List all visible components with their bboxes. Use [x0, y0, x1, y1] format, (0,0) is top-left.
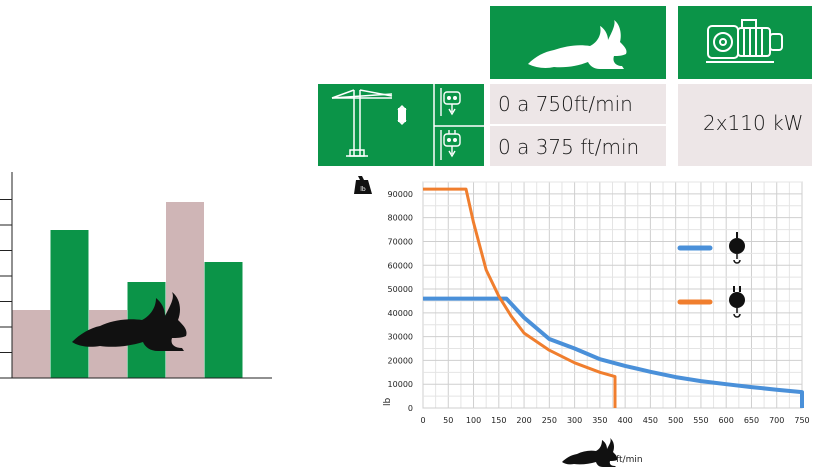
mini-bar — [204, 262, 243, 378]
hook-single-icon — [440, 88, 461, 116]
x-tick-label: 300 — [567, 416, 582, 425]
power-value: 2x110 kW — [703, 111, 804, 135]
hook-double-legend-icon — [729, 286, 745, 318]
hook-single-legend-icon — [729, 232, 745, 264]
y-tick-label: 40000 — [388, 309, 413, 318]
mini-bar — [50, 230, 89, 378]
legend-item-single-hook — [677, 232, 745, 264]
mini-bar-chart — [0, 172, 272, 379]
x-unit-label: ft/min — [616, 455, 643, 465]
x-unit-rabbit-icon — [562, 438, 618, 467]
x-tick-label: 700 — [769, 416, 784, 425]
motor-icon — [706, 19, 783, 63]
speed-high-value: 0 a 750ft/min — [498, 92, 633, 116]
y-unit-label: lb — [383, 397, 393, 406]
motor-header-box — [678, 6, 812, 79]
weight-icon: lb — [354, 176, 372, 194]
rabbit-icon — [528, 20, 627, 69]
mini-bar — [166, 202, 204, 378]
rabbit-silhouette-icon — [72, 292, 187, 351]
y-tick-label: 30000 — [388, 333, 413, 342]
speed-low-box: 0 a 375 ft/min — [490, 126, 666, 166]
x-tick-label: 50 — [443, 416, 453, 425]
series-line-single-hook — [423, 296, 804, 408]
series-line-double-hook — [423, 187, 617, 408]
y-tick-label: 20000 — [388, 356, 413, 365]
y-tick-label: 70000 — [388, 237, 413, 246]
x-tick-label: 750 — [794, 416, 809, 425]
rabbit-header-box — [490, 6, 666, 79]
speed-low-value: 0 a 375 ft/min — [498, 135, 640, 159]
legend-item-double-hook — [677, 286, 745, 318]
x-tick-label: 150 — [491, 416, 506, 425]
hook-double-icon — [440, 130, 461, 160]
x-tick-label: 100 — [466, 416, 481, 425]
x-tick-label: 450 — [643, 416, 658, 425]
x-unit-group: ft/min — [562, 438, 643, 467]
y-tick-label: 10000 — [388, 380, 413, 389]
svg-text:lb: lb — [360, 186, 366, 193]
power-box: 2x110 kW — [678, 84, 812, 166]
speed-high-box: 0 a 750ft/min — [490, 84, 666, 124]
y-tick-label: 0 — [408, 404, 413, 413]
y-tick-label: 90000 — [388, 190, 413, 199]
x-tick-label: 400 — [617, 416, 632, 425]
crane-spec-box — [318, 84, 484, 166]
x-tick-label: 550 — [693, 416, 708, 425]
x-tick-label: 0 — [420, 416, 425, 425]
y-tick-label: 80000 — [388, 214, 413, 223]
x-tick-label: 600 — [719, 416, 734, 425]
load-chart: 0 50 100 150 200 250 300 350 400 450 500 550 600 650 7… — [354, 176, 810, 467]
x-tick-label: 500 — [668, 416, 683, 425]
x-tick-label: 250 — [542, 416, 557, 425]
y-tick-label: 60000 — [388, 261, 413, 270]
tower-crane-icon — [331, 84, 484, 166]
mini-bar — [12, 310, 50, 378]
x-tick-label: 650 — [744, 416, 759, 425]
x-tick-label: 350 — [592, 416, 607, 425]
x-tick-label: 200 — [516, 416, 531, 425]
y-tick-label: 50000 — [388, 285, 413, 294]
